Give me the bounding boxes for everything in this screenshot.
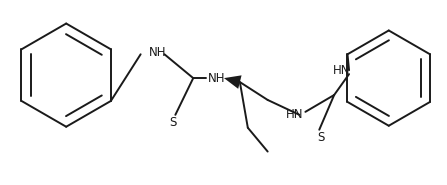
Text: HN: HN	[333, 64, 350, 77]
Text: S: S	[170, 116, 177, 129]
Text: NH: NH	[148, 46, 166, 59]
Polygon shape	[224, 75, 241, 89]
Text: NH: NH	[208, 72, 226, 85]
Text: HN: HN	[286, 108, 303, 121]
Text: S: S	[317, 131, 325, 144]
